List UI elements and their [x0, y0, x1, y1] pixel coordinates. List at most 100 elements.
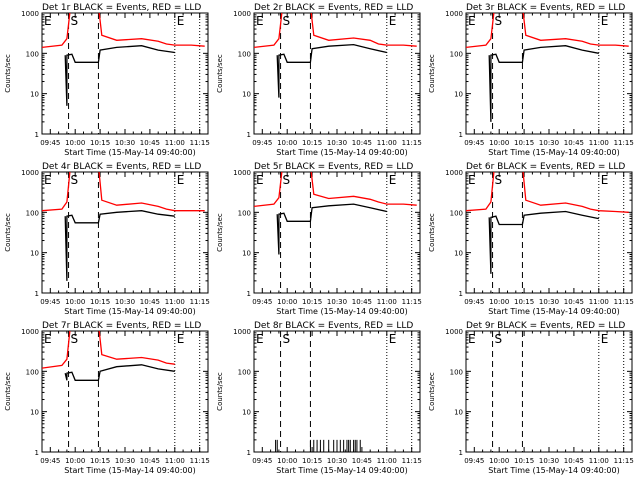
x-axis-label: Start Time (15-May-14 09:40:00)	[276, 466, 407, 475]
event-marker-label: E	[177, 14, 185, 28]
plot-area	[466, 172, 629, 293]
event-marker-label: S	[283, 173, 291, 187]
event-marker-label: S	[71, 332, 79, 346]
y-tick-label: 1	[35, 131, 39, 139]
x-tick-label: 10:30	[115, 139, 135, 147]
plot-area	[275, 331, 413, 452]
lld-series-line	[254, 172, 417, 208]
panel-title: Det 4r BLACK = Events, RED = LLD	[42, 162, 201, 172]
x-tick-label: 11:15	[402, 457, 422, 465]
detector-panel: Det 5r BLACK = Events, RED = LLD Counts/s…	[216, 162, 422, 316]
event-marker-label: E	[389, 332, 397, 346]
event-marker-label: S	[283, 14, 291, 28]
x-axis-label: Start Time (15-May-14 09:40:00)	[488, 307, 619, 316]
y-tick-label: 10	[30, 409, 39, 417]
x-tick-label: 11:00	[165, 457, 185, 465]
y-tick-label: 100	[238, 368, 251, 376]
y-tick-label: 1000	[21, 169, 39, 177]
x-tick-label: 10:45	[564, 457, 584, 465]
y-tick-label: 100	[238, 50, 251, 58]
detector-panel: Det 8r BLACK = Events, RED = LLD Counts/s…	[216, 321, 422, 475]
x-tick-label: 10:00	[489, 139, 509, 147]
plot-area	[254, 172, 417, 293]
lld-series-line	[466, 13, 629, 49]
event-marker-label: E	[468, 14, 476, 28]
event-marker-label: S	[71, 14, 79, 28]
plot-area	[42, 172, 205, 293]
event-marker-label: E	[44, 14, 52, 28]
plot-area	[466, 13, 629, 134]
event-marker-label: E	[468, 173, 476, 187]
x-tick-label: 09:45	[252, 457, 272, 465]
x-tick-label: 09:45	[40, 298, 60, 306]
x-tick-label: 10:15	[514, 457, 534, 465]
x-tick-label: 11:00	[165, 298, 185, 306]
x-tick-label: 11:00	[589, 139, 609, 147]
events-series-line	[64, 364, 175, 381]
event-marker-label: E	[256, 173, 264, 187]
detector-panel: Det 6r BLACK = Events, RED = LLD Counts/s…	[428, 162, 634, 316]
x-tick-label: 10:45	[352, 139, 372, 147]
x-tick-label: 10:00	[489, 298, 509, 306]
plot-area	[492, 331, 625, 452]
x-tick-label: 09:45	[464, 457, 484, 465]
events-series-line	[488, 210, 599, 274]
y-tick-label: 1000	[233, 328, 251, 336]
x-tick-label: 10:00	[65, 298, 85, 306]
x-tick-label: 09:45	[252, 298, 272, 306]
y-tick-label: 10	[454, 409, 463, 417]
y-tick-label: 10	[30, 91, 39, 99]
y-tick-label: 10	[454, 250, 463, 258]
x-tick-label: 11:15	[402, 139, 422, 147]
lld-series-line	[42, 172, 205, 212]
event-marker-label: S	[71, 173, 79, 187]
y-tick-label: 1	[247, 131, 251, 139]
x-tick-label: 10:15	[302, 139, 322, 147]
y-tick-label: 10	[242, 91, 251, 99]
plot-area	[42, 13, 205, 134]
x-tick-label: 10:00	[65, 139, 85, 147]
event-marker-label: E	[44, 332, 52, 346]
events-series-line	[64, 45, 175, 106]
x-tick-label: 09:45	[252, 139, 272, 147]
y-tick-label: 1	[35, 449, 39, 457]
detector-panel: Det 4r BLACK = Events, RED = LLD Counts/s…	[4, 162, 210, 316]
event-marker-label: S	[495, 173, 503, 187]
x-tick-label: 11:15	[402, 298, 422, 306]
y-axis-label: Counts/sec	[4, 54, 12, 93]
y-axis-label: Counts/sec	[216, 213, 224, 252]
y-axis-label: Counts/sec	[216, 372, 224, 411]
plot-frame	[465, 330, 633, 453]
panel-title: Det 9r BLACK = Events, RED = LLD	[466, 321, 625, 331]
x-tick-label: 10:45	[352, 457, 372, 465]
y-tick-label: 1000	[233, 169, 251, 177]
x-tick-label: 11:15	[614, 139, 634, 147]
panel-title: Det 8r BLACK = Events, RED = LLD	[254, 321, 413, 331]
y-axis-label: Counts/sec	[428, 213, 436, 252]
x-tick-label: 11:15	[190, 139, 210, 147]
event-marker-label: E	[177, 173, 185, 187]
x-tick-label: 10:30	[115, 457, 135, 465]
y-tick-label: 10	[242, 409, 251, 417]
event-marker-label: E	[468, 332, 476, 346]
x-tick-label: 10:45	[564, 298, 584, 306]
x-tick-label: 11:00	[377, 139, 397, 147]
x-tick-label: 10:30	[539, 139, 559, 147]
x-tick-label: 11:00	[377, 457, 397, 465]
x-tick-label: 11:15	[190, 457, 210, 465]
y-tick-label: 100	[26, 368, 39, 376]
x-tick-label: 10:30	[327, 457, 347, 465]
y-tick-label: 100	[450, 50, 463, 58]
x-tick-label: 09:45	[40, 139, 60, 147]
event-marker-label: E	[601, 332, 609, 346]
y-tick-label: 1000	[21, 328, 39, 336]
event-marker-label: E	[256, 332, 264, 346]
detector-panel: Det 3r BLACK = Events, RED = LLD Counts/s…	[428, 3, 634, 157]
panel-title: Det 7r BLACK = Events, RED = LLD	[42, 321, 201, 331]
y-tick-label: 100	[450, 209, 463, 217]
x-tick-label: 10:45	[140, 298, 160, 306]
detector-panel: Det 9r BLACK = Events, RED = LLD Counts/s…	[428, 321, 634, 475]
events-series-line	[276, 203, 387, 255]
event-marker-label: E	[177, 332, 185, 346]
